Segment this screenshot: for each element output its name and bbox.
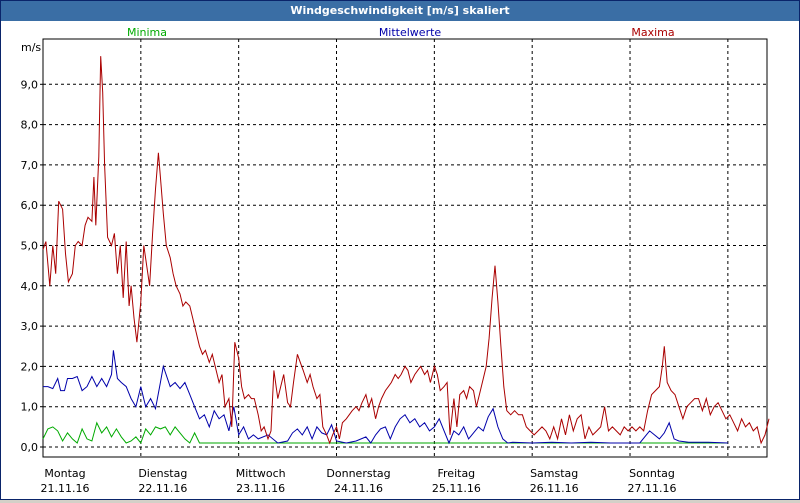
x-tick-day: Montag	[44, 467, 85, 480]
x-tick-date: 21.11.16	[41, 482, 90, 495]
legend-maxima: Maxima	[631, 26, 674, 39]
y-tick-label: 1,0	[21, 401, 39, 414]
wind-speed-chart: 0,0 1,0 2,0 3,0 4,0 5,0 6,0 7,0 8,0 9,0 m/s Montag 2…	[21, 26, 770, 495]
legend-minima: Minima	[127, 26, 167, 39]
x-tick-day: Dienstag	[138, 467, 187, 480]
y-tick-label: 6,0	[21, 199, 39, 212]
x-tick-date: 23.11.16	[236, 482, 285, 495]
x-tick-day: Donnerstag	[326, 467, 390, 480]
series-line-maxima	[42, 56, 770, 445]
y-tick-label: 9,0	[21, 78, 39, 91]
x-tick-date: 26.11.16	[530, 482, 579, 495]
series-line-mittelwerte	[43, 350, 728, 445]
x-tick-date: 24.11.16	[334, 482, 383, 495]
y-tick-label: 7,0	[21, 159, 39, 172]
x-tick-date: 22.11.16	[138, 482, 187, 495]
chart-area: 0,0 1,0 2,0 3,0 4,0 5,0 6,0 7,0 8,0 9,0 m/s Montag 2…	[1, 21, 799, 499]
y-tick-label: 5,0	[21, 240, 39, 253]
y-tick-label: 3,0	[21, 320, 39, 333]
x-tick-date: 25.11.16	[432, 482, 481, 495]
x-tick-day: Freitag	[438, 467, 476, 480]
plot-frame	[42, 38, 768, 458]
y-tick-label: 8,0	[21, 119, 39, 132]
x-tick-day: Sonntag	[629, 467, 675, 480]
y-tick-label: 4,0	[21, 280, 39, 293]
y-tick-label: 2,0	[21, 360, 39, 373]
series-line-minima	[42, 421, 728, 445]
y-tick-label: 0,0	[21, 441, 39, 454]
x-tick-date: 27.11.16	[628, 482, 677, 495]
y-axis-label: m/s	[21, 41, 41, 54]
x-tick-day: Samstag	[530, 467, 578, 480]
window-title: Windgeschwindigkeit [m/s] skaliert	[1, 1, 799, 21]
x-tick-day: Mittwoch	[236, 467, 286, 480]
legend-mittelwerte: Mittelwerte	[379, 26, 442, 39]
